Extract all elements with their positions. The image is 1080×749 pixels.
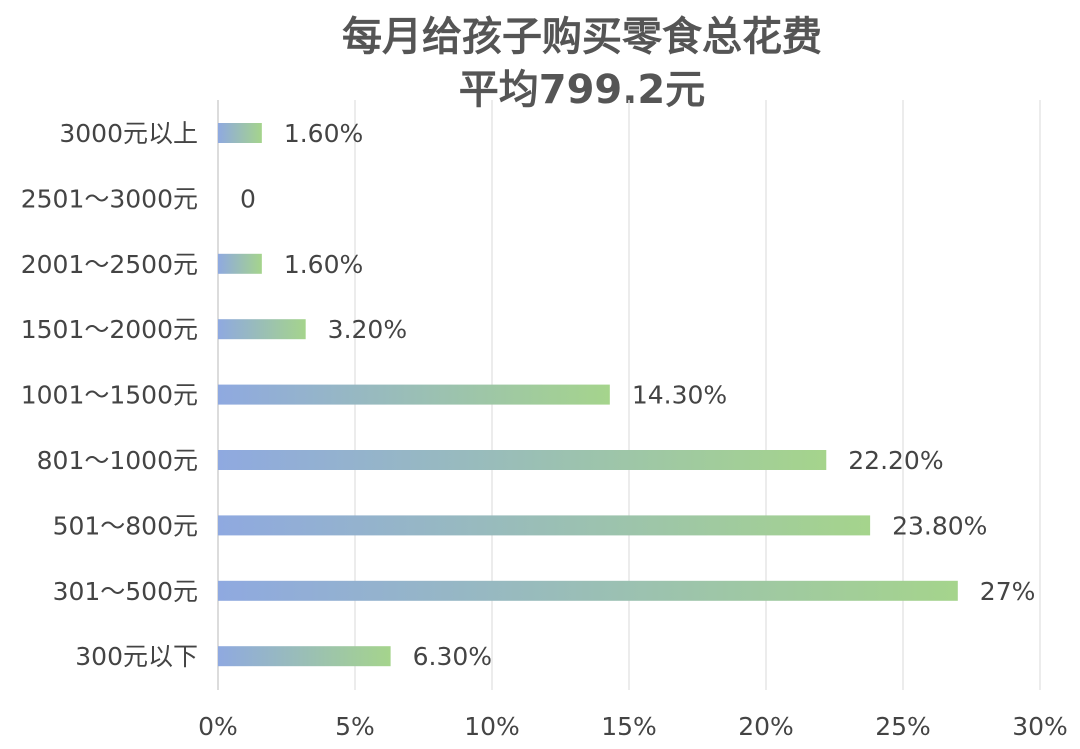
bars: [218, 123, 958, 667]
data-label: 0: [240, 184, 256, 213]
category-label: 501～800元: [53, 511, 198, 540]
bar: [218, 646, 391, 667]
category-label: 3000元以上: [59, 119, 198, 148]
data-label: 27%: [980, 577, 1036, 606]
value-labels: 1.60% 0 1.60% 3.20% 14.30% 22.20% 23.80% 27% 6.3…: [240, 119, 1035, 671]
data-label: 22.20%: [848, 446, 943, 475]
bar: [218, 384, 610, 405]
category-label: 801～1000元: [37, 446, 198, 475]
bar: [218, 515, 871, 536]
chart-title: 每月给孩子购买零食总花费: [342, 14, 822, 60]
data-label: 1.60%: [284, 119, 363, 148]
x-tick-label: 10%: [464, 712, 520, 741]
data-label: 14.30%: [632, 381, 727, 410]
x-tick-label: 5%: [335, 712, 375, 741]
x-tick-label: 20%: [738, 712, 794, 741]
category-label: 301～500元: [53, 577, 198, 606]
category-label: 2501～3000元: [21, 184, 198, 213]
bar: [218, 253, 262, 274]
x-tick-label: 25%: [875, 712, 931, 741]
chart-subtitle: 平均799.2元: [459, 67, 706, 113]
x-tick-label: 0%: [198, 712, 238, 741]
data-label: 6.30%: [413, 642, 492, 671]
category-label: 1001～1500元: [21, 381, 198, 410]
x-tick-label: 30%: [1012, 712, 1068, 741]
x-axis-ticks: 0% 5% 10% 15% 20% 25% 30%: [198, 712, 1068, 741]
category-label: 2001～2500元: [21, 250, 198, 279]
bar: [218, 450, 827, 470]
bar: [218, 123, 262, 143]
bar: [218, 580, 958, 601]
bar: [218, 319, 306, 340]
category-label: 300元以下: [75, 642, 198, 671]
data-label: 3.20%: [328, 315, 407, 344]
x-tick-label: 15%: [601, 712, 657, 741]
category-labels: 3000元以上 2501～3000元 2001～2500元 1501～2000元 100…: [21, 119, 198, 671]
data-label: 1.60%: [284, 250, 363, 279]
category-label: 1501～2000元: [21, 315, 198, 344]
data-label: 23.80%: [892, 511, 987, 540]
